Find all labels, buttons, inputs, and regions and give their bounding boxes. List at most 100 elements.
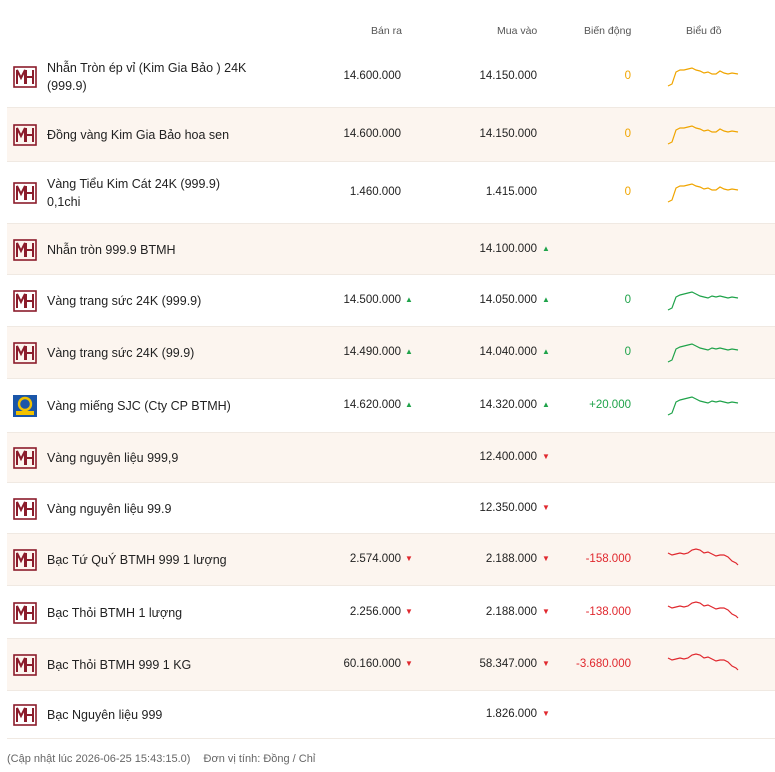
sell-price: 14.600.000 [343, 128, 401, 140]
table-row[interactable]: Đồng vàng Kim Gia Bảo hoa sen 14.600.000 1… [7, 108, 775, 162]
btmh-logo [13, 704, 37, 726]
arrow-down-icon: ▼ [542, 452, 550, 461]
product-name[interactable]: Đồng vàng Kim Gia Bảo hoa sen [47, 126, 277, 144]
btmh-logo [13, 290, 37, 312]
table-row[interactable]: Vàng trang sức 24K (99.9) 14.490.000 ▲ 14.0… [7, 327, 775, 379]
btmh-logo [13, 124, 37, 146]
table-row[interactable]: Bạc Nguyên liệu 999 1.826.000 ▼ [7, 691, 775, 739]
sparkline-chart[interactable] [665, 122, 743, 148]
unit-label: Đơn vị tính: Đồng / Chỉ [203, 753, 316, 765]
arrow-down-icon: ▼ [405, 554, 413, 563]
table-row[interactable]: Vàng miếng SJC (Cty CP BTMH) 14.620.000 ▲ 1… [7, 379, 775, 433]
product-name[interactable]: Vàng trang sức 24K (99.9) [47, 344, 277, 362]
btmh-logo [13, 238, 37, 261]
table-row[interactable]: Vàng Tiểu Kim Cát 24K (999.9) 0,1chi 1.460… [7, 162, 775, 224]
price-change: -158.000 [585, 553, 631, 565]
product-name[interactable]: Vàng nguyên liệu 99.9 [47, 500, 277, 518]
buy-price: 14.150.000 [479, 128, 537, 140]
product-name-line: Bạc Thỏi BTMH 1 lượng [47, 605, 183, 620]
btmh-logo [13, 497, 37, 520]
sparkline-chart[interactable] [665, 180, 743, 206]
column-header-change: Biến động [584, 25, 632, 37]
arrow-down-icon: ▼ [405, 606, 413, 616]
arrow-down-icon: ▼ [542, 659, 550, 668]
buy-price: 2.188.000 [485, 605, 537, 618]
arrow-down-icon: ▼ [405, 659, 413, 668]
product-name-line: Nhẫn Tròn ép vỉ (Kim Gia Bảo ) 24K [47, 61, 247, 75]
price-change: 0 [624, 346, 631, 358]
product-name-line: (999.9) [47, 79, 87, 93]
column-header-sell: Bán ra [371, 25, 402, 37]
arrow-down-icon: ▼ [542, 709, 550, 718]
table-row[interactable]: Bạc Tứ QuÝ BTMH 999 1 lượng 2.574.000 ▼ 2.1… [7, 534, 775, 586]
arrow-up-icon: ▲ [542, 347, 550, 356]
product-name[interactable]: Nhẫn Tròn ép vỉ (Kim Gia Bảo ) 24K (999.9… [47, 59, 277, 95]
price-change: 0 [624, 70, 631, 82]
sparkline-chart[interactable] [665, 393, 743, 419]
product-name[interactable]: Bạc Nguyên liệu 999 [47, 706, 277, 724]
product-name-line: 0,1chi [47, 195, 81, 209]
sell-price: 2.574.000 [349, 553, 401, 565]
sparkline-chart[interactable] [665, 547, 743, 573]
btmh-logo [13, 342, 37, 364]
price-change: 0 [624, 128, 631, 140]
table-row[interactable]: Vàng nguyên liệu 999,9 12.400.000 ▼ [7, 433, 775, 483]
arrow-down-icon: ▼ [542, 502, 550, 512]
sparkline-chart[interactable] [665, 652, 743, 678]
buy-price: 14.050.000 [479, 294, 537, 306]
table-row[interactable]: Nhẫn tròn 999.9 BTMH 14.100.000 ▲ [7, 224, 775, 275]
product-name-line: Vàng miếng SJC (Cty CP BTMH) [47, 399, 231, 413]
sell-price: 14.490.000 [343, 346, 401, 358]
product-name[interactable]: Vàng miếng SJC (Cty CP BTMH) [47, 397, 277, 415]
buy-price: 2.188.000 [485, 553, 537, 565]
price-change: 0 [624, 294, 631, 306]
table-row[interactable]: Nhẫn Tròn ép vỉ (Kim Gia Bảo ) 24K (999.9… [7, 46, 775, 108]
arrow-down-icon: ▼ [542, 606, 550, 616]
sparkline-chart[interactable] [665, 288, 743, 314]
product-name[interactable]: Vàng Tiểu Kim Cát 24K (999.9) 0,1chi [47, 175, 277, 211]
price-change: +20.000 [589, 399, 631, 411]
buy-price: 12.400.000 [479, 451, 537, 463]
product-name[interactable]: Nhẫn tròn 999.9 BTMH [47, 241, 277, 259]
arrow-up-icon: ▲ [542, 295, 550, 304]
product-name-line: Bạc Tứ QuÝ BTMH 999 1 lượng [47, 553, 227, 567]
table-header: Bán ra Mua vào Biến động Biểu đồ [0, 0, 775, 48]
product-name-line: Vàng nguyên liệu 999,9 [47, 451, 179, 465]
arrow-up-icon: ▲ [542, 243, 550, 253]
arrow-down-icon: ▼ [542, 554, 550, 563]
table-row[interactable]: Vàng trang sức 24K (999.9) 14.500.000 ▲ 14.… [7, 275, 775, 327]
btmh-logo [13, 601, 37, 624]
sparkline-chart[interactable] [665, 600, 743, 626]
buy-price: 14.320.000 [479, 399, 537, 411]
sparkline-chart[interactable] [665, 340, 743, 366]
sparkline-chart[interactable] [665, 64, 743, 90]
table-row[interactable]: Bạc Thỏi BTMH 1 lượng 2.256.000 ▼ 2.188.000… [7, 586, 775, 639]
buy-price: 14.040.000 [479, 346, 537, 358]
product-name-line: Bạc Thỏi BTMH 999 1 KG [47, 658, 192, 672]
btmh-logo [13, 654, 37, 676]
buy-price: 58.347.000 [479, 658, 537, 670]
sell-price: 14.500.000 [343, 294, 401, 306]
product-name[interactable]: Bạc Thỏi BTMH 1 lượng [47, 604, 277, 622]
price-table: Nhẫn Tròn ép vỉ (Kim Gia Bảo ) 24K (999.9… [7, 46, 775, 739]
product-name[interactable]: Bạc Thỏi BTMH 999 1 KG [47, 656, 277, 674]
product-name-line: Vàng trang sức 24K (999.9) [47, 294, 202, 308]
table-row[interactable]: Vàng nguyên liệu 99.9 12.350.000 ▼ [7, 483, 775, 534]
product-name-line: Bạc Nguyên liệu 999 [47, 708, 163, 722]
arrow-up-icon: ▲ [542, 400, 550, 409]
product-name-line: Nhẫn tròn 999.9 BTMH [47, 242, 176, 257]
table-row[interactable]: Bạc Thỏi BTMH 999 1 KG 60.160.000 ▼ 58.347.… [7, 639, 775, 691]
btmh-logo [13, 447, 37, 469]
product-name[interactable]: Vàng trang sức 24K (999.9) [47, 292, 277, 310]
sjc-logo [13, 395, 37, 417]
last-updated: (Cập nhật lúc 2026-06-25 15:43:15.0) [7, 753, 191, 765]
price-change: -138.000 [585, 605, 631, 618]
column-header-chart: Biểu đồ [686, 25, 722, 37]
product-name[interactable]: Bạc Tứ QuÝ BTMH 999 1 lượng [47, 551, 277, 569]
product-name-line: Đồng vàng Kim Gia Bảo hoa sen [47, 128, 230, 142]
price-change: 0 [624, 186, 631, 198]
product-name[interactable]: Vàng nguyên liệu 999,9 [47, 449, 277, 467]
buy-price: 12.350.000 [479, 501, 537, 514]
sell-price: 60.160.000 [343, 658, 401, 670]
price-change: -3.680.000 [576, 658, 631, 670]
